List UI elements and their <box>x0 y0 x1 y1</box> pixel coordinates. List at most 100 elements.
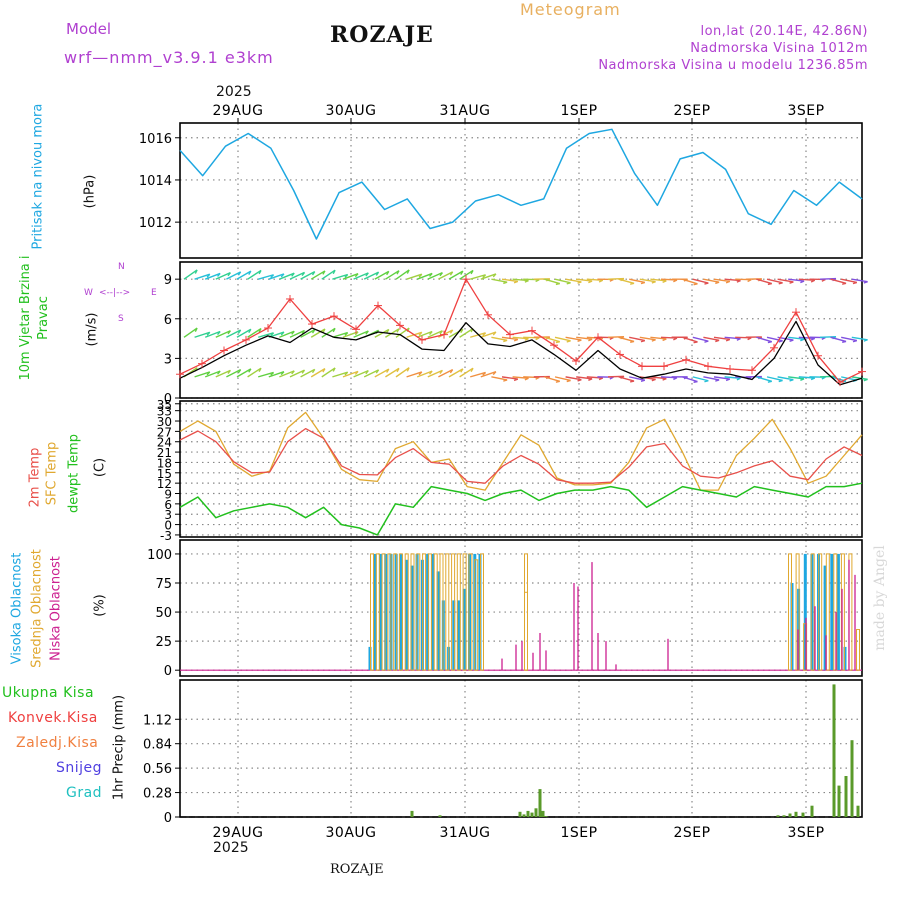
cloud-mid-bar <box>439 553 444 671</box>
wind-arrow <box>427 272 443 280</box>
wind-arrow <box>226 368 241 378</box>
wind-arrow-head <box>429 331 433 336</box>
wind-arrow <box>480 371 497 378</box>
wind-arrow-head <box>332 269 336 275</box>
cloud-high-bar <box>452 600 456 671</box>
wind-arrow <box>427 369 443 378</box>
cloud-mid-bar <box>370 553 374 671</box>
precip-bar <box>810 805 814 817</box>
wind-arrow-head <box>482 371 487 376</box>
precip-bar <box>801 812 805 817</box>
cloud-mid-bar <box>416 553 421 671</box>
y-tick-label: 0.28 <box>143 787 172 802</box>
wind-arrow-head <box>280 371 285 376</box>
wind-arrow-head <box>588 338 593 342</box>
cloud-high-bar <box>468 553 471 671</box>
panel-frame <box>179 122 863 259</box>
wind-arrow <box>353 330 369 338</box>
y-tick-label: 0 <box>164 811 172 826</box>
wind-arrow-head <box>386 368 390 373</box>
wind-arrow-head <box>524 377 529 381</box>
compass-arrows: <--|--> <box>99 288 131 298</box>
cloud-mid-bar <box>825 553 830 671</box>
wind-arrow-head <box>418 371 423 376</box>
wind-arrow-head <box>767 282 772 286</box>
y-tick-label: 75 <box>155 577 172 592</box>
wind-arrow-head <box>460 270 464 275</box>
wind-arrow-head <box>258 367 262 373</box>
wind-arrow <box>703 336 720 342</box>
bottom-date-label: 31AUG <box>440 825 491 841</box>
wind-arrow <box>554 376 571 382</box>
wind-arrow <box>353 272 369 280</box>
y-tick-label: 1014 <box>139 174 172 189</box>
wind-arrow-head <box>778 282 783 285</box>
wind-arrow <box>841 336 857 342</box>
wind-arrow-head <box>577 281 582 284</box>
wind-arrow-head <box>767 380 772 383</box>
wind-arrow <box>321 327 336 338</box>
wind-arrow <box>713 336 730 341</box>
wind-arrow <box>321 367 336 378</box>
wind-arrow-head <box>747 337 752 341</box>
precip-bar <box>410 810 414 817</box>
precip-bar <box>788 813 792 817</box>
wind-arrow <box>258 332 274 338</box>
wind-arrow <box>512 336 529 340</box>
y-tick-label: 35 <box>157 398 172 412</box>
wind-arrow <box>310 368 326 378</box>
wind-arrow <box>544 278 560 285</box>
cloud-mid-bar <box>818 553 823 671</box>
wind-arrow <box>554 278 571 284</box>
wind-arrow-head <box>386 329 390 334</box>
meteogram-title: Meteogram <box>520 0 621 19</box>
wind-arrow <box>692 336 709 342</box>
wind-arrow <box>766 278 783 284</box>
y-tick-label: 0.84 <box>143 738 172 753</box>
wind-arrow-head <box>322 270 326 275</box>
bottom-date-label: 30AUG <box>326 825 377 841</box>
cloud-high-bar <box>384 553 388 671</box>
wind-arrow <box>607 336 625 338</box>
wind-arrow <box>247 269 262 280</box>
wind-arrow-head <box>704 340 709 343</box>
wind-arrow <box>459 327 474 338</box>
wind-arrow <box>830 336 847 343</box>
wind-arrow-head <box>725 280 731 284</box>
wind-arrow-head <box>863 378 868 382</box>
wind-arrow-head <box>311 329 316 334</box>
wind-arrow-head <box>406 269 410 274</box>
wind-arrow <box>194 371 211 378</box>
wind-arrow-head <box>291 370 295 375</box>
bottom-date-label: 3SEP <box>787 825 824 841</box>
wind-arrow <box>300 329 316 338</box>
wind-arrow <box>194 273 211 280</box>
wind-arrow <box>236 328 252 338</box>
wind-arrow-head <box>789 339 794 342</box>
wind-arrow-head <box>725 338 731 342</box>
wind-arrow <box>416 330 433 338</box>
wind-arrow-head <box>810 337 816 341</box>
y-tick-label: 21 <box>157 446 172 460</box>
wind-arrow <box>470 274 486 280</box>
precip-bar <box>794 811 798 817</box>
wind-arrow-head <box>673 279 678 283</box>
y-tick-label: 0.56 <box>143 762 172 777</box>
wind-arrow-head <box>470 367 474 373</box>
wind-arrow <box>607 375 625 378</box>
wind-arrow <box>851 376 868 381</box>
wind-arrow-head <box>842 282 847 285</box>
wind-arrow-head <box>332 327 336 333</box>
wind-arrow <box>236 270 252 280</box>
wind-arrow <box>279 272 295 280</box>
wind-arrow-head <box>852 339 858 343</box>
cloud-mid-bar <box>788 553 792 671</box>
precip-bar <box>534 808 538 817</box>
wind-arrow-head <box>588 378 593 381</box>
top-date-label: 3SEP <box>787 103 824 119</box>
wind-arrow-head <box>503 281 508 285</box>
wind-arrow-head <box>375 271 380 276</box>
wind-arrow <box>300 271 316 280</box>
wind-arrow-head <box>555 282 560 286</box>
wind-arrow-head <box>270 371 275 376</box>
